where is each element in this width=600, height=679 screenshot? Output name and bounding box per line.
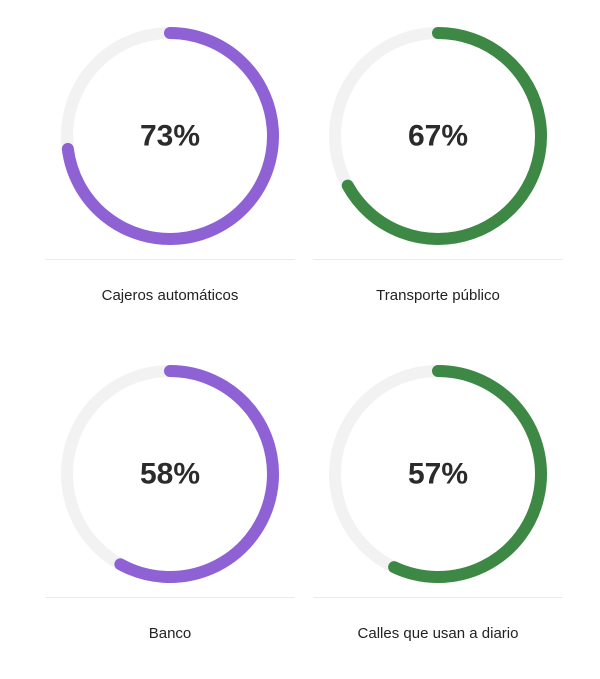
donut-percent-label: 73%: [140, 120, 200, 153]
donut-progress-arc: [114, 365, 279, 583]
donut-category-label: Calles que usan a diario: [357, 625, 519, 642]
donut-progress-arc: [61, 27, 279, 245]
donut-category-label: Cajeros automáticos: [101, 287, 239, 304]
divider: [45, 259, 295, 260]
donut-chart: 73%: [61, 27, 279, 245]
donut-percent-label: 58%: [140, 458, 200, 491]
donut-chart: 58%: [61, 365, 279, 583]
donut-category-label: Transporte público: [376, 287, 500, 304]
donut-percent-label: 57%: [408, 458, 468, 491]
divider: [45, 597, 295, 598]
donut-chart: 57%: [329, 365, 547, 583]
donut-category-label: Banco: [148, 625, 192, 642]
divider: [313, 597, 563, 598]
donut-progress-arc: [341, 27, 547, 245]
divider: [313, 259, 563, 260]
donut-chart: 67%: [329, 27, 547, 245]
donut-percent-label: 67%: [408, 120, 468, 153]
donut-progress-arc: [388, 365, 547, 583]
